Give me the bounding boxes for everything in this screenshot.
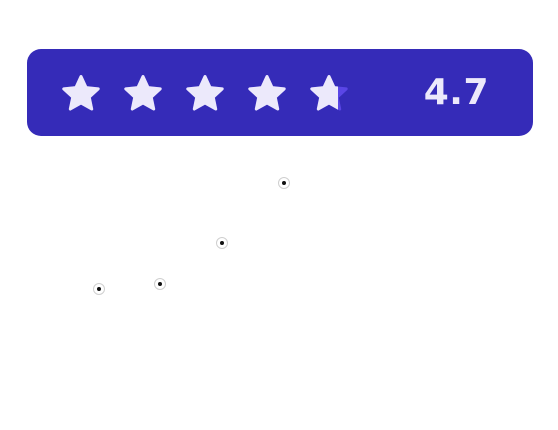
star-filled-icon <box>248 75 286 111</box>
star-fill <box>183 72 227 116</box>
star-fill <box>245 72 289 116</box>
star-filled-icon <box>62 75 100 111</box>
star-filled-icon <box>186 75 224 111</box>
star-icon[interactable] <box>183 72 227 116</box>
rating-card: 4.7 <box>27 49 533 136</box>
star-rating[interactable] <box>59 72 351 116</box>
star-icon[interactable] <box>59 72 103 116</box>
star-icon[interactable] <box>307 72 351 116</box>
star-icon[interactable] <box>121 72 165 116</box>
dot-marker-icon <box>216 237 228 249</box>
dot-marker-icon <box>278 177 290 189</box>
star-filled-icon <box>310 75 338 111</box>
dot-marker-icon <box>93 283 105 295</box>
star-fill <box>121 72 165 116</box>
star-fill <box>307 72 338 116</box>
star-fill <box>59 72 103 116</box>
rating-value: 4.7 <box>423 72 489 113</box>
star-filled-icon <box>124 75 162 111</box>
dot-marker-icon <box>154 278 166 290</box>
star-icon[interactable] <box>245 72 289 116</box>
